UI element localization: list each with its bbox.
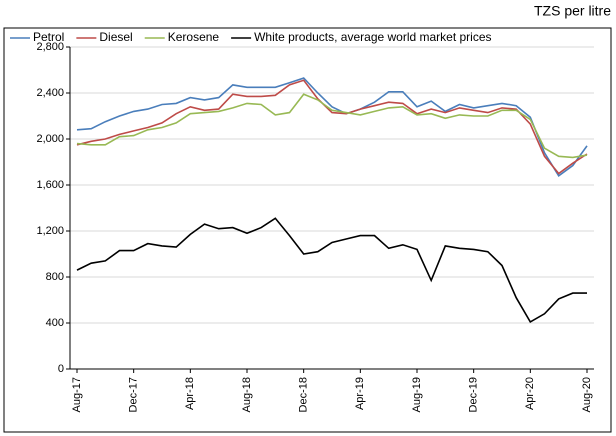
y-tick-label: 400 [46, 317, 64, 329]
y-tick-label: 1,200 [36, 225, 64, 237]
series-line [76, 217, 587, 323]
legend-label: White products, average world market pri… [254, 30, 491, 44]
y-tick-label: 2,400 [36, 87, 64, 99]
series-line [76, 93, 588, 159]
series-line [76, 77, 588, 177]
legend-label: Kerosene [168, 30, 220, 44]
y-tick-label: 2,800 [36, 41, 64, 53]
x-tick-label: Dec-18 [298, 377, 310, 412]
x-tick-label: Apr-20 [524, 377, 536, 410]
y-tick-label: 0 [58, 363, 64, 375]
y-tick-label: 1,600 [36, 179, 64, 191]
x-tick-label: Aug-20 [581, 377, 593, 412]
legend-label: Petrol [33, 30, 64, 44]
x-tick-label: Aug-18 [241, 377, 253, 412]
x-tick-label: Dec-17 [128, 377, 140, 412]
x-tick-label: Apr-18 [184, 377, 196, 410]
y-tick-label: 2,000 [36, 133, 64, 145]
x-tick-label: Dec-19 [468, 377, 480, 412]
x-tick-label: Aug-17 [71, 377, 83, 412]
x-tick-label: Apr-19 [354, 377, 366, 410]
frame [3, 27, 612, 433]
unit-label: TZS per litre [534, 3, 611, 19]
series-line [76, 79, 588, 175]
legend-label: Diesel [99, 30, 132, 44]
y-tick-label: 800 [46, 271, 64, 283]
x-tick-label: Aug-19 [411, 377, 423, 412]
